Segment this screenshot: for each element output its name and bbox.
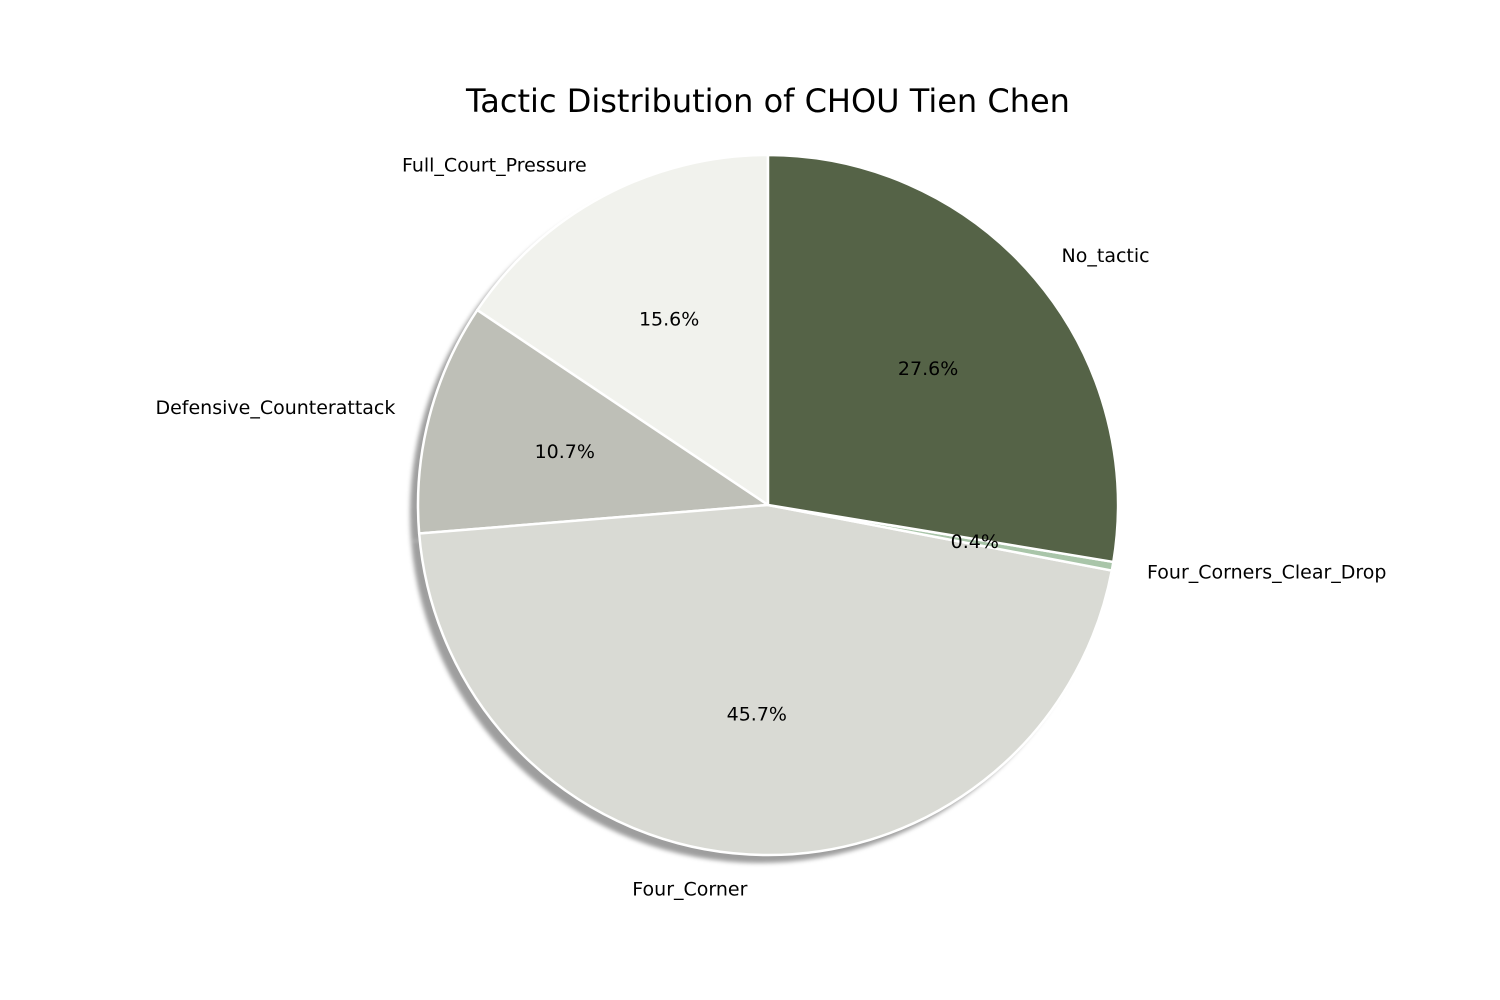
pie-slice-defensive-counterattack <box>416 308 770 535</box>
pie-labels: Full_Court_Pressure 15.6% Defensive_Counte… <box>155 154 1386 900</box>
slice-label-defensive-counterattack: Defensive_Counterattack <box>155 397 395 419</box>
slice-label-no-tactic: No_tactic <box>1062 245 1150 267</box>
pie-slice-four-corner <box>417 503 1114 857</box>
slice-percent-four-corner: 45.7% <box>727 704 787 726</box>
slice-percent-full-court-pressure: 15.6% <box>639 309 699 331</box>
pie-slice-full-court-pressure <box>476 153 770 507</box>
slice-percent-defensive-counterattack: 10.7% <box>535 441 595 463</box>
slice-label-four-corners-clear-drop: Four_Corners_Clear_Drop <box>1147 561 1386 583</box>
pie-slices <box>416 153 1120 857</box>
slice-label-full-court-pressure: Full_Court_Pressure <box>402 154 587 176</box>
pie-slice-no-tactic <box>766 153 1120 564</box>
slice-label-four-corner: Four_Corner <box>632 878 747 900</box>
chart-title: Tactic Distribution of CHOU Tien Chen <box>465 82 1070 120</box>
slice-percent-no-tactic: 27.6% <box>898 358 958 380</box>
slice-percent-four-corners-clear-drop: 0.4% <box>951 531 999 553</box>
